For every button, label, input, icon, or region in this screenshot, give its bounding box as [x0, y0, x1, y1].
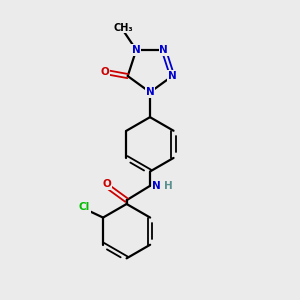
Text: H: H [164, 181, 173, 191]
Text: Cl: Cl [79, 202, 90, 212]
Text: O: O [101, 67, 110, 77]
Text: CH₃: CH₃ [113, 22, 133, 33]
Text: N: N [152, 181, 161, 191]
Text: N: N [146, 87, 154, 97]
Text: N: N [132, 45, 141, 55]
Text: O: O [102, 179, 111, 189]
Text: N: N [159, 45, 168, 55]
Text: N: N [168, 71, 177, 81]
